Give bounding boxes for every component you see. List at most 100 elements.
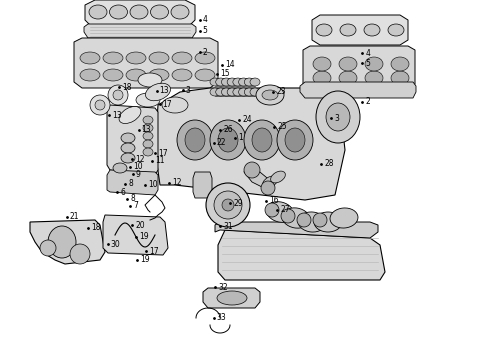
Polygon shape (85, 0, 195, 30)
Text: 2: 2 (203, 48, 208, 57)
Ellipse shape (206, 183, 250, 227)
Ellipse shape (150, 5, 169, 19)
Text: 7: 7 (133, 202, 138, 211)
Ellipse shape (177, 120, 213, 160)
Ellipse shape (227, 78, 237, 86)
Ellipse shape (126, 52, 146, 64)
Ellipse shape (298, 212, 326, 232)
Ellipse shape (239, 88, 248, 96)
Text: 5: 5 (203, 26, 208, 35)
Ellipse shape (277, 120, 313, 160)
Ellipse shape (316, 91, 360, 143)
Ellipse shape (90, 95, 110, 115)
Ellipse shape (388, 24, 404, 36)
Text: 1: 1 (238, 133, 243, 142)
Ellipse shape (172, 69, 192, 81)
Ellipse shape (136, 93, 160, 107)
Text: 33: 33 (217, 313, 226, 322)
Ellipse shape (252, 128, 272, 152)
Polygon shape (193, 172, 212, 198)
Ellipse shape (40, 240, 56, 256)
Text: 12: 12 (135, 155, 145, 164)
Text: 18: 18 (122, 83, 131, 92)
Polygon shape (155, 88, 345, 200)
Text: 28: 28 (324, 159, 334, 168)
Ellipse shape (121, 153, 135, 163)
Ellipse shape (121, 143, 135, 153)
Ellipse shape (216, 78, 226, 86)
Text: 16: 16 (269, 197, 279, 205)
Ellipse shape (210, 78, 220, 86)
Ellipse shape (262, 90, 278, 100)
Ellipse shape (364, 24, 380, 36)
Text: 24: 24 (242, 115, 252, 124)
Ellipse shape (113, 163, 127, 173)
Ellipse shape (313, 71, 331, 85)
Ellipse shape (70, 244, 90, 264)
Polygon shape (74, 38, 218, 88)
Text: 32: 32 (219, 283, 228, 292)
Ellipse shape (244, 162, 260, 178)
Ellipse shape (313, 57, 331, 71)
Ellipse shape (121, 133, 135, 143)
Ellipse shape (391, 71, 409, 85)
Text: 15: 15 (220, 69, 230, 78)
Polygon shape (107, 105, 158, 175)
Ellipse shape (113, 90, 123, 100)
Ellipse shape (365, 57, 383, 71)
Text: 13: 13 (160, 86, 170, 95)
Ellipse shape (48, 226, 76, 258)
Ellipse shape (149, 69, 169, 81)
Ellipse shape (239, 78, 248, 86)
Ellipse shape (95, 100, 105, 110)
Ellipse shape (210, 120, 246, 160)
Ellipse shape (339, 71, 357, 85)
Ellipse shape (138, 73, 162, 87)
Polygon shape (215, 222, 378, 238)
Polygon shape (103, 215, 168, 255)
Polygon shape (84, 24, 196, 38)
Ellipse shape (195, 69, 215, 81)
Ellipse shape (171, 5, 189, 19)
Text: 30: 30 (111, 240, 121, 248)
Ellipse shape (143, 148, 153, 156)
Ellipse shape (217, 291, 247, 305)
Polygon shape (218, 230, 385, 280)
Ellipse shape (244, 120, 280, 160)
Ellipse shape (222, 199, 234, 211)
Ellipse shape (330, 208, 358, 228)
Text: 4: 4 (203, 15, 208, 24)
Ellipse shape (109, 5, 127, 19)
Ellipse shape (245, 88, 254, 96)
Text: 13: 13 (112, 111, 122, 120)
Ellipse shape (146, 83, 171, 101)
Text: 27: 27 (280, 205, 290, 214)
Text: 4: 4 (366, 49, 370, 58)
Polygon shape (30, 220, 105, 264)
Ellipse shape (263, 176, 277, 188)
Ellipse shape (316, 24, 332, 36)
Ellipse shape (80, 69, 100, 81)
Ellipse shape (340, 24, 356, 36)
Ellipse shape (314, 212, 342, 232)
Ellipse shape (143, 124, 153, 132)
Ellipse shape (326, 103, 350, 131)
Ellipse shape (143, 140, 153, 148)
Ellipse shape (108, 85, 128, 105)
Text: 9: 9 (136, 170, 141, 179)
Ellipse shape (221, 78, 231, 86)
Text: 31: 31 (223, 222, 233, 231)
Text: 25: 25 (277, 122, 287, 131)
Text: 10: 10 (133, 162, 143, 171)
Text: 2: 2 (366, 97, 370, 106)
Ellipse shape (313, 213, 327, 227)
Ellipse shape (256, 85, 284, 105)
Ellipse shape (270, 171, 285, 183)
Ellipse shape (391, 57, 409, 71)
Ellipse shape (221, 88, 231, 96)
Polygon shape (312, 15, 408, 45)
Ellipse shape (162, 97, 188, 113)
Text: 8: 8 (130, 194, 135, 203)
Ellipse shape (103, 52, 123, 64)
Text: 5: 5 (366, 59, 370, 68)
